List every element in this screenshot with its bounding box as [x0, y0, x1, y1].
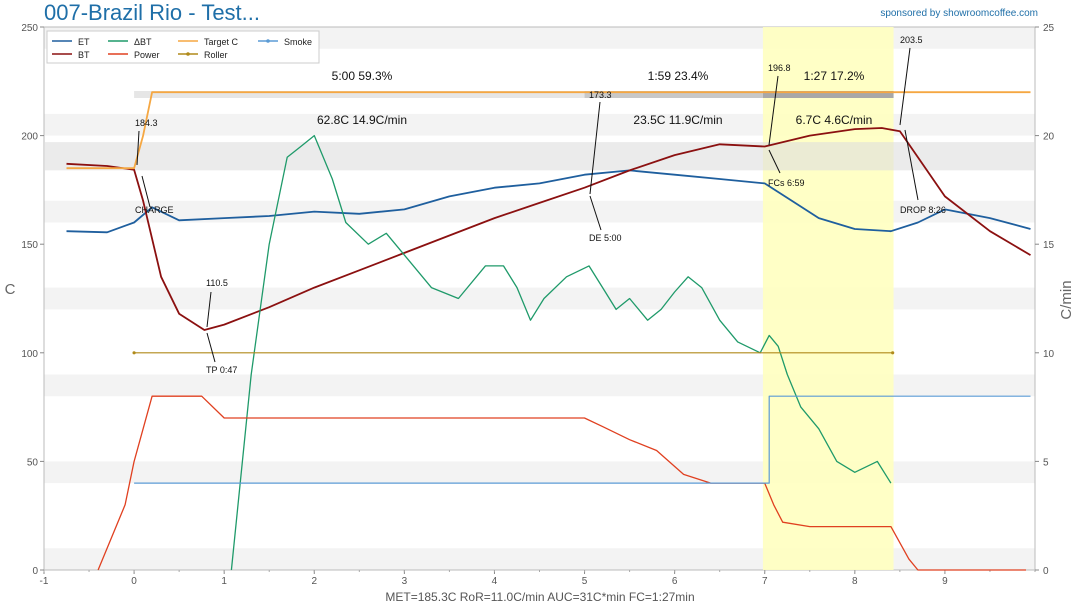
- event-leader-line: [768, 149, 781, 174]
- highlight-region: [762, 27, 894, 570]
- y2-tick-label: 5: [1043, 457, 1049, 468]
- event-leader-line: [589, 101, 601, 195]
- x-tick-label: 7: [762, 576, 768, 587]
- y-tick-label: 250: [21, 23, 38, 34]
- event-label: DE 5:00: [589, 233, 622, 243]
- legend-label: Target C: [204, 37, 239, 47]
- phase-bar-development: [762, 91, 894, 98]
- legend-label: Smoke: [284, 37, 312, 47]
- series-line-target-c: [66, 91, 1031, 170]
- legend-label: BT: [78, 50, 90, 60]
- y-tick-label: 50: [27, 457, 39, 468]
- phase-stats: 23.5C 11.9C/min: [633, 113, 722, 127]
- event-label: CHARGE: [135, 205, 174, 215]
- phase-label: 1:27 17.2%: [804, 69, 865, 83]
- event-temp-label: 110.5: [206, 278, 228, 288]
- x-tick-label: 1: [221, 576, 227, 587]
- y-tick-label: 100: [21, 349, 38, 360]
- event-temp-label: 196.8: [768, 63, 791, 73]
- legend-label: Roller: [204, 50, 228, 60]
- event-leader-line: [206, 332, 216, 363]
- event-temp-label: 203.5: [900, 35, 923, 45]
- sponsor-text: sponsored by showroomcoffee.com: [880, 8, 1038, 19]
- phase-bar-drying: [134, 91, 585, 98]
- series-line-bt: [66, 127, 1031, 331]
- y2-tick-label: 10: [1043, 349, 1055, 360]
- series-line-power: [97, 395, 1026, 571]
- legend-box: [46, 30, 320, 64]
- x-tick-label: 0: [131, 576, 137, 587]
- legend-label: Power: [134, 50, 160, 60]
- y-tick-label: 200: [21, 132, 38, 143]
- y2-axis-label: C/min: [1058, 280, 1075, 319]
- legend-marker: [186, 52, 190, 56]
- y2-tick-label: 20: [1043, 132, 1055, 143]
- footer-stats: MET=185.3C RoR=11.0C/min AUC=31C*min FC=…: [385, 590, 694, 604]
- x-tick-label: 9: [942, 576, 948, 587]
- phase-stats: 6.7C 4.6C/min: [796, 113, 873, 127]
- legend-label: ΔBT: [134, 37, 152, 47]
- phase-bar-maillard: [584, 91, 763, 98]
- event-leader-line: [589, 195, 602, 231]
- event-leader-line: [141, 175, 151, 208]
- y2-tick-label: 25: [1043, 23, 1055, 34]
- series-line-bt: [230, 134, 892, 571]
- x-tick-label: 5: [582, 576, 588, 587]
- x-tick-label: 2: [311, 576, 317, 587]
- roller-marker: [132, 351, 136, 355]
- phase-stats: 62.8C 14.9C/min: [317, 113, 407, 127]
- y-axis-label: C: [5, 281, 16, 298]
- x-tick-label: 3: [402, 576, 408, 587]
- event-label: FCs 6:59: [768, 178, 805, 188]
- target-band: [44, 142, 1035, 171]
- x-tick-label: 8: [852, 576, 858, 587]
- event-label: DROP 8:26: [900, 205, 946, 215]
- event-temp-label: 184.3: [135, 118, 158, 128]
- event-leader-line: [768, 75, 779, 146]
- x-tick-label: -1: [40, 576, 49, 587]
- x-tick-label: 6: [672, 576, 678, 587]
- event-leader-line: [136, 130, 140, 166]
- y-tick-label: 150: [21, 240, 38, 251]
- event-leader-line: [904, 129, 919, 201]
- series-line-et: [66, 169, 1031, 234]
- phase-label: 5:00 59.3%: [332, 69, 393, 83]
- phase-label: 1:59 23.4%: [648, 69, 709, 83]
- roller-marker: [891, 351, 895, 355]
- legend-marker: [266, 39, 270, 43]
- page-title: 007-Brazil Rio - Test...: [44, 0, 261, 25]
- event-label: TP 0:47: [206, 365, 237, 375]
- event-temp-label: 173.3: [589, 90, 612, 100]
- x-tick-label: 4: [492, 576, 498, 587]
- y-tick-label: 0: [32, 566, 38, 577]
- legend-label: ET: [78, 37, 90, 47]
- event-leader-line: [206, 291, 212, 328]
- series-line-smoke: [134, 395, 1031, 484]
- y2-tick-label: 15: [1043, 240, 1055, 251]
- y2-tick-label: 0: [1043, 566, 1049, 577]
- event-leader-line: [899, 47, 911, 126]
